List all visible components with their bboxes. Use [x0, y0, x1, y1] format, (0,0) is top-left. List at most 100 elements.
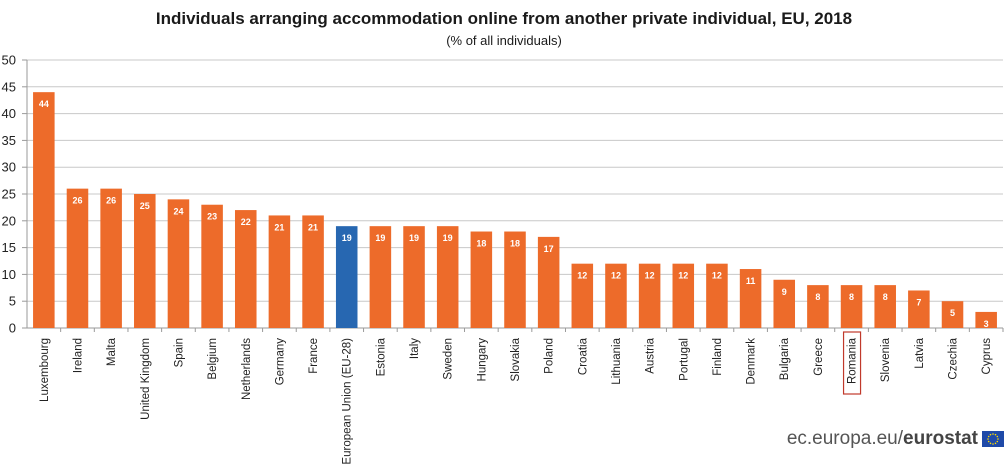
chart-subtitle: (% of all individuals)	[446, 33, 562, 48]
bar	[268, 215, 291, 328]
x-tick-label: Portugal	[678, 338, 690, 381]
data-label: 5	[950, 308, 955, 318]
data-label: 12	[678, 271, 688, 281]
bar	[134, 194, 156, 328]
y-tick-label: 5	[9, 294, 16, 309]
x-tick-label: Romania	[847, 337, 859, 384]
data-label: 18	[476, 239, 486, 249]
data-label: 11	[746, 276, 756, 286]
data-label: 12	[645, 271, 655, 281]
chart-title: Individuals arranging accommodation onli…	[155, 9, 853, 28]
eu-flag-icon	[982, 431, 1004, 447]
data-label: 12	[577, 271, 587, 281]
x-tick-label: France	[308, 338, 320, 374]
bar	[66, 188, 89, 328]
data-label: 17	[544, 244, 554, 254]
x-tick-label: Spain	[173, 338, 185, 367]
flag-star	[994, 442, 997, 445]
bars: 44 26 26 25 24 23 22 21 21 19 19 19 19 18 18 17 12 12 12 12…	[33, 92, 997, 329]
data-label: 26	[72, 196, 82, 206]
data-label: 18	[510, 239, 520, 249]
bar	[571, 263, 594, 328]
bar	[369, 226, 392, 328]
x-tick-label: European Union (EU-28)	[342, 338, 354, 465]
y-tick-label: 45	[2, 79, 16, 94]
y-tick-label: 20	[2, 213, 16, 228]
bar	[403, 226, 425, 328]
x-tick-label: Denmark	[746, 338, 758, 385]
x-tick-label: Lithuania	[611, 337, 623, 384]
bar	[234, 210, 257, 328]
data-label: 24	[173, 206, 183, 216]
bar	[302, 215, 324, 328]
bar	[773, 279, 796, 328]
x-tick-label: Sweden	[443, 338, 455, 380]
bar	[941, 301, 964, 328]
x-tick-label: Luxembourg	[39, 338, 51, 402]
data-label: 21	[308, 222, 318, 232]
data-label: 44	[39, 99, 49, 109]
data-label: 19	[342, 233, 352, 243]
bar	[672, 263, 695, 328]
data-label: 26	[106, 196, 116, 206]
flag-star	[987, 440, 990, 443]
y-tick-label: 15	[2, 240, 16, 255]
flag-star	[994, 433, 997, 436]
data-label: 22	[241, 217, 251, 227]
flag-star	[992, 443, 994, 445]
flag-star	[996, 440, 999, 443]
flag-star	[992, 433, 994, 435]
bar	[201, 204, 223, 328]
bar	[537, 236, 560, 328]
data-label: 3	[984, 319, 989, 329]
data-label: 8	[849, 292, 854, 302]
data-label: 8	[883, 292, 888, 302]
x-tick-label: Poland	[544, 338, 556, 374]
y-tick-label: 25	[2, 187, 16, 202]
data-label: 19	[409, 233, 419, 243]
x-tick-label: Malta	[106, 337, 118, 366]
data-label: 9	[782, 287, 787, 297]
y-tick-label: 50	[2, 53, 16, 68]
bar	[874, 285, 896, 328]
x-tick-label: Austria	[645, 337, 657, 373]
data-label: 12	[712, 271, 722, 281]
y-tick-label: 30	[2, 160, 16, 175]
flag-star	[987, 438, 989, 440]
x-tick-label: Estonia	[375, 337, 387, 376]
data-label: 19	[375, 233, 385, 243]
x-tick-label: Finland	[712, 338, 724, 376]
data-label: 23	[207, 212, 217, 222]
y-tick-label: 40	[2, 106, 16, 121]
x-tick-label: Slovakia	[510, 337, 522, 381]
bar	[975, 311, 997, 328]
flag-star	[987, 435, 990, 438]
bar	[436, 226, 459, 328]
data-label: 21	[274, 222, 284, 232]
bar	[908, 290, 930, 328]
x-tick-label: Netherlands	[241, 338, 253, 400]
x-tick-label: Germany	[274, 338, 286, 386]
source-footer: ec.europa.eu/eurostat	[787, 428, 978, 450]
x-tick-label: Greece	[813, 338, 825, 376]
bar	[706, 263, 728, 328]
x-tick-label: Belgium	[207, 338, 219, 380]
data-label: 25	[140, 201, 150, 211]
bar	[504, 231, 526, 328]
x-tick-label: Italy	[409, 338, 421, 359]
bar	[807, 285, 829, 328]
x-tick-label: Ireland	[72, 338, 84, 373]
bar	[638, 263, 661, 328]
bar	[470, 231, 493, 328]
highlight-label-box	[842, 331, 862, 395]
data-label: 7	[916, 297, 921, 307]
source-domain: ec.europa.eu/	[786, 428, 904, 449]
data-label: 19	[443, 233, 453, 243]
x-tick-label: Czechia	[948, 337, 960, 379]
y-tick-label: 10	[2, 267, 16, 282]
flag-star	[997, 438, 999, 440]
data-label: 8	[815, 292, 820, 302]
source-brand: eurostat	[903, 428, 978, 449]
bar	[33, 92, 55, 328]
